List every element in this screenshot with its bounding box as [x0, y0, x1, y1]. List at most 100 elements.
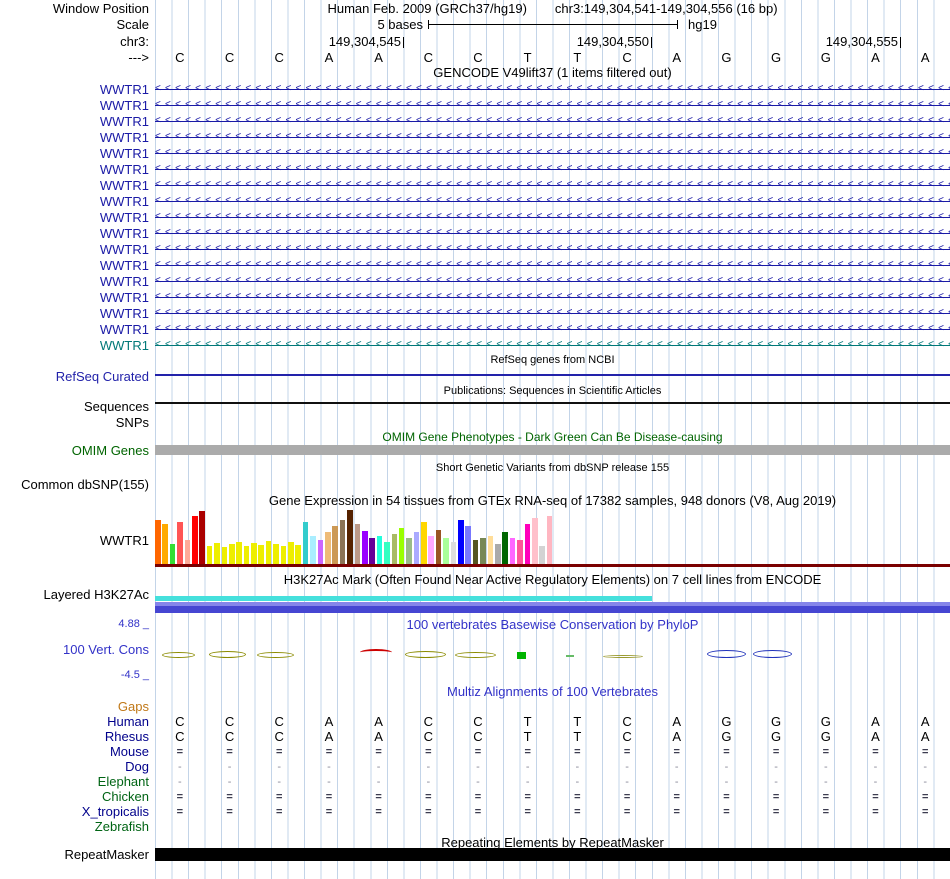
gencode-item-label[interactable]: WWTR1 [99, 305, 149, 321]
gencode-item-label[interactable]: WWTR1 [99, 273, 149, 289]
species-label[interactable]: Zebrafish [94, 819, 149, 834]
conservation-min-row: -4.5 _ [0, 668, 950, 682]
transcript-line [155, 121, 950, 122]
alignment-cell: = [772, 745, 780, 758]
gencode-item-label[interactable]: WWTR1 [99, 257, 149, 273]
gtex-expression-chart[interactable] [155, 509, 557, 566]
h3k27ac-label[interactable]: Layered H3K27Ac [43, 586, 149, 602]
gtex-tissue-bar [199, 511, 205, 566]
species-label[interactable]: Mouse [109, 744, 149, 759]
multiz-species-row[interactable]: Dog - - - - - - - - - - - - - - - - [0, 759, 950, 774]
gencode-transcript-row[interactable]: WWTR1 <<<<<<<<<<<<<<<<<<<<<<<<<<<<<<<<<<<… [0, 257, 950, 273]
gencode-transcript-row[interactable]: WWTR1 <<<<<<<<<<<<<<<<<<<<<<<<<<<<<<<<<<<… [0, 241, 950, 257]
alignment-cell: = [574, 745, 581, 758]
gencode-item-label[interactable]: WWTR1 [99, 129, 149, 145]
repeatmasker-title[interactable]: Repeating Elements by RepeatMasker [441, 835, 664, 850]
multiz-species-row[interactable]: Human C C C A A C C T T C A G G G A A [0, 714, 950, 729]
gencode-item-label[interactable]: WWTR1 [99, 145, 149, 161]
conservation-label[interactable]: 100 Vert. Cons [63, 641, 149, 657]
alignment-cell: = [872, 745, 879, 758]
gencode-transcript-row[interactable]: WWTR1 <<<<<<<<<<<<<<<<<<<<<<<<<<<<<<<<<<<… [0, 177, 950, 193]
alignment-cell: - [178, 775, 182, 788]
gencode-item-label[interactable]: WWTR1 [99, 289, 149, 305]
alignment-cell: = [425, 805, 432, 818]
species-label[interactable]: Chicken [102, 789, 149, 804]
gencode-transcript-row[interactable]: WWTR1 <<<<<<<<<<<<<<<<<<<<<<<<<<<<<<<<<<<… [0, 273, 950, 289]
gencode-item-label[interactable]: WWTR1 [99, 193, 149, 209]
gencode-item-label[interactable]: WWTR1 [99, 337, 149, 353]
gencode-transcript-row[interactable]: WWTR1 <<<<<<<<<<<<<<<<<<<<<<<<<<<<<<<<<<<… [0, 97, 950, 113]
h3k27ac-signal-dark-blue[interactable] [155, 606, 950, 613]
gencode-item-label[interactable]: WWTR1 [99, 177, 149, 193]
repeatmasker-item[interactable] [155, 848, 950, 861]
omim-title[interactable]: OMIM Gene Phenotypes - Dark Green Can Be… [382, 430, 723, 444]
gencode-transcript-row[interactable]: WWTR1 <<<<<<<<<<<<<<<<<<<<<<<<<<<<<<<<<<<… [0, 289, 950, 305]
gtex-tissue-bar [332, 526, 338, 566]
multiz-species-row[interactable]: Gaps [0, 699, 950, 714]
gencode-item-label[interactable]: WWTR1 [99, 97, 149, 113]
gtex-tissue-bar [539, 546, 545, 566]
strand-label: ---> [128, 49, 149, 65]
gtex-title[interactable]: Gene Expression in 54 tissues from GTEx … [268, 493, 837, 508]
gencode-transcript-row[interactable]: WWTR1 <<<<<<<<<<<<<<<<<<<<<<<<<<<<<<<<<<<… [0, 193, 950, 209]
gencode-transcript-row[interactable]: WWTR1 <<<<<<<<<<<<<<<<<<<<<<<<<<<<<<<<<<<… [0, 161, 950, 177]
dbsnp-title[interactable]: Short Genetic Variants from dbSNP releas… [435, 462, 670, 474]
refseq-row: RefSeq Curated [0, 368, 950, 384]
species-label[interactable]: Gaps [117, 699, 149, 714]
gtex-tissue-bar [354, 524, 361, 566]
gencode-transcript-row[interactable]: WWTR1 <<<<<<<<<<<<<<<<<<<<<<<<<<<<<<<<<<<… [0, 337, 950, 353]
transcript-direction-arrows: <<<<<<<<<<<<<<<<<<<<<<<<<<<<<<<<<<<<<<<<… [155, 179, 950, 190]
gencode-transcript-row[interactable]: WWTR1 <<<<<<<<<<<<<<<<<<<<<<<<<<<<<<<<<<<… [0, 209, 950, 225]
species-label[interactable]: Rhesus [104, 729, 149, 744]
refseq-title[interactable]: RefSeq genes from NCBI [490, 354, 615, 366]
gencode-item-label[interactable]: WWTR1 [99, 81, 149, 97]
multiz-species-row[interactable]: Zebrafish [0, 819, 950, 834]
repeatmasker-label[interactable]: RepeatMasker [64, 846, 149, 862]
h3k27ac-signal-light-blue[interactable] [155, 602, 950, 606]
h3k27ac-signal-cyan[interactable] [155, 596, 652, 601]
species-label[interactable]: X_tropicalis [81, 804, 149, 819]
window-position-label: Window Position [52, 1, 149, 16]
gtex-tissue-bar [472, 540, 479, 566]
multiz-species-row[interactable]: Chicken = = = = = = = = = = = = = = = = [0, 789, 950, 804]
gencode-transcript-row[interactable]: WWTR1 <<<<<<<<<<<<<<<<<<<<<<<<<<<<<<<<<<<… [0, 225, 950, 241]
assembly-title: Human Feb. 2009 (GRCh37/hg19) [327, 1, 527, 16]
refseq-curated-label[interactable]: RefSeq Curated [55, 368, 149, 384]
omim-gene-item[interactable] [155, 445, 950, 455]
gencode-transcript-row[interactable]: WWTR1 <<<<<<<<<<<<<<<<<<<<<<<<<<<<<<<<<<<… [0, 305, 950, 321]
conservation-title[interactable]: 100 vertebrates Basewise Conservation by… [406, 616, 699, 632]
publications-title[interactable]: Publications: Sequences in Scientific Ar… [443, 385, 662, 397]
sequences-label[interactable]: Sequences [83, 398, 149, 414]
gencode-transcript-row[interactable]: WWTR1 <<<<<<<<<<<<<<<<<<<<<<<<<<<<<<<<<<<… [0, 321, 950, 337]
gencode-item-label[interactable]: WWTR1 [99, 225, 149, 241]
h3k27ac-title[interactable]: H3K27Ac Mark (Often Found Near Active Re… [283, 572, 822, 587]
species-label[interactable]: Human [107, 714, 149, 729]
omim-genes-label[interactable]: OMIM Genes [71, 442, 149, 458]
gtex-gene-label[interactable]: WWTR1 [99, 532, 149, 548]
gencode-item-label[interactable]: WWTR1 [99, 321, 149, 337]
gencode-title[interactable]: GENCODE V49lift37 (1 items filtered out) [433, 65, 672, 80]
base-letter: C [423, 49, 433, 65]
gencode-transcript-row[interactable]: WWTR1 <<<<<<<<<<<<<<<<<<<<<<<<<<<<<<<<<<<… [0, 113, 950, 129]
gencode-transcript-row[interactable]: WWTR1 <<<<<<<<<<<<<<<<<<<<<<<<<<<<<<<<<<<… [0, 145, 950, 161]
publications-item[interactable] [155, 402, 950, 404]
gencode-item-label[interactable]: WWTR1 [99, 241, 149, 257]
gencode-item-label[interactable]: WWTR1 [99, 113, 149, 129]
species-label[interactable]: Dog [125, 759, 149, 774]
multiz-species-row[interactable]: Mouse = = = = = = = = = = = = = = = = [0, 744, 950, 759]
alignment-cell: - [227, 760, 232, 773]
dbsnp-label[interactable]: Common dbSNP(155) [21, 476, 149, 492]
refseq-curated-item[interactable] [155, 374, 950, 376]
gencode-transcript-row[interactable]: WWTR1 <<<<<<<<<<<<<<<<<<<<<<<<<<<<<<<<<<<… [0, 81, 950, 97]
species-label[interactable]: Elephant [97, 774, 149, 789]
snps-label[interactable]: SNPs [115, 414, 149, 430]
gencode-item-label[interactable]: WWTR1 [99, 209, 149, 225]
alignment-cell: = [921, 745, 929, 758]
gencode-transcript-row[interactable]: WWTR1 <<<<<<<<<<<<<<<<<<<<<<<<<<<<<<<<<<<… [0, 129, 950, 145]
gencode-item-label[interactable]: WWTR1 [99, 161, 149, 177]
multiz-title[interactable]: Multiz Alignments of 100 Vertebrates [446, 684, 658, 699]
multiz-species-row[interactable]: X_tropicalis = = = = = = = = = = = = = = = = [0, 804, 950, 819]
multiz-species-row[interactable]: Elephant - - - - - - - - - - - - - - - - [0, 774, 950, 789]
multiz-species-row[interactable]: Rhesus C C C A A C C T T C A G G G A A [0, 729, 950, 744]
